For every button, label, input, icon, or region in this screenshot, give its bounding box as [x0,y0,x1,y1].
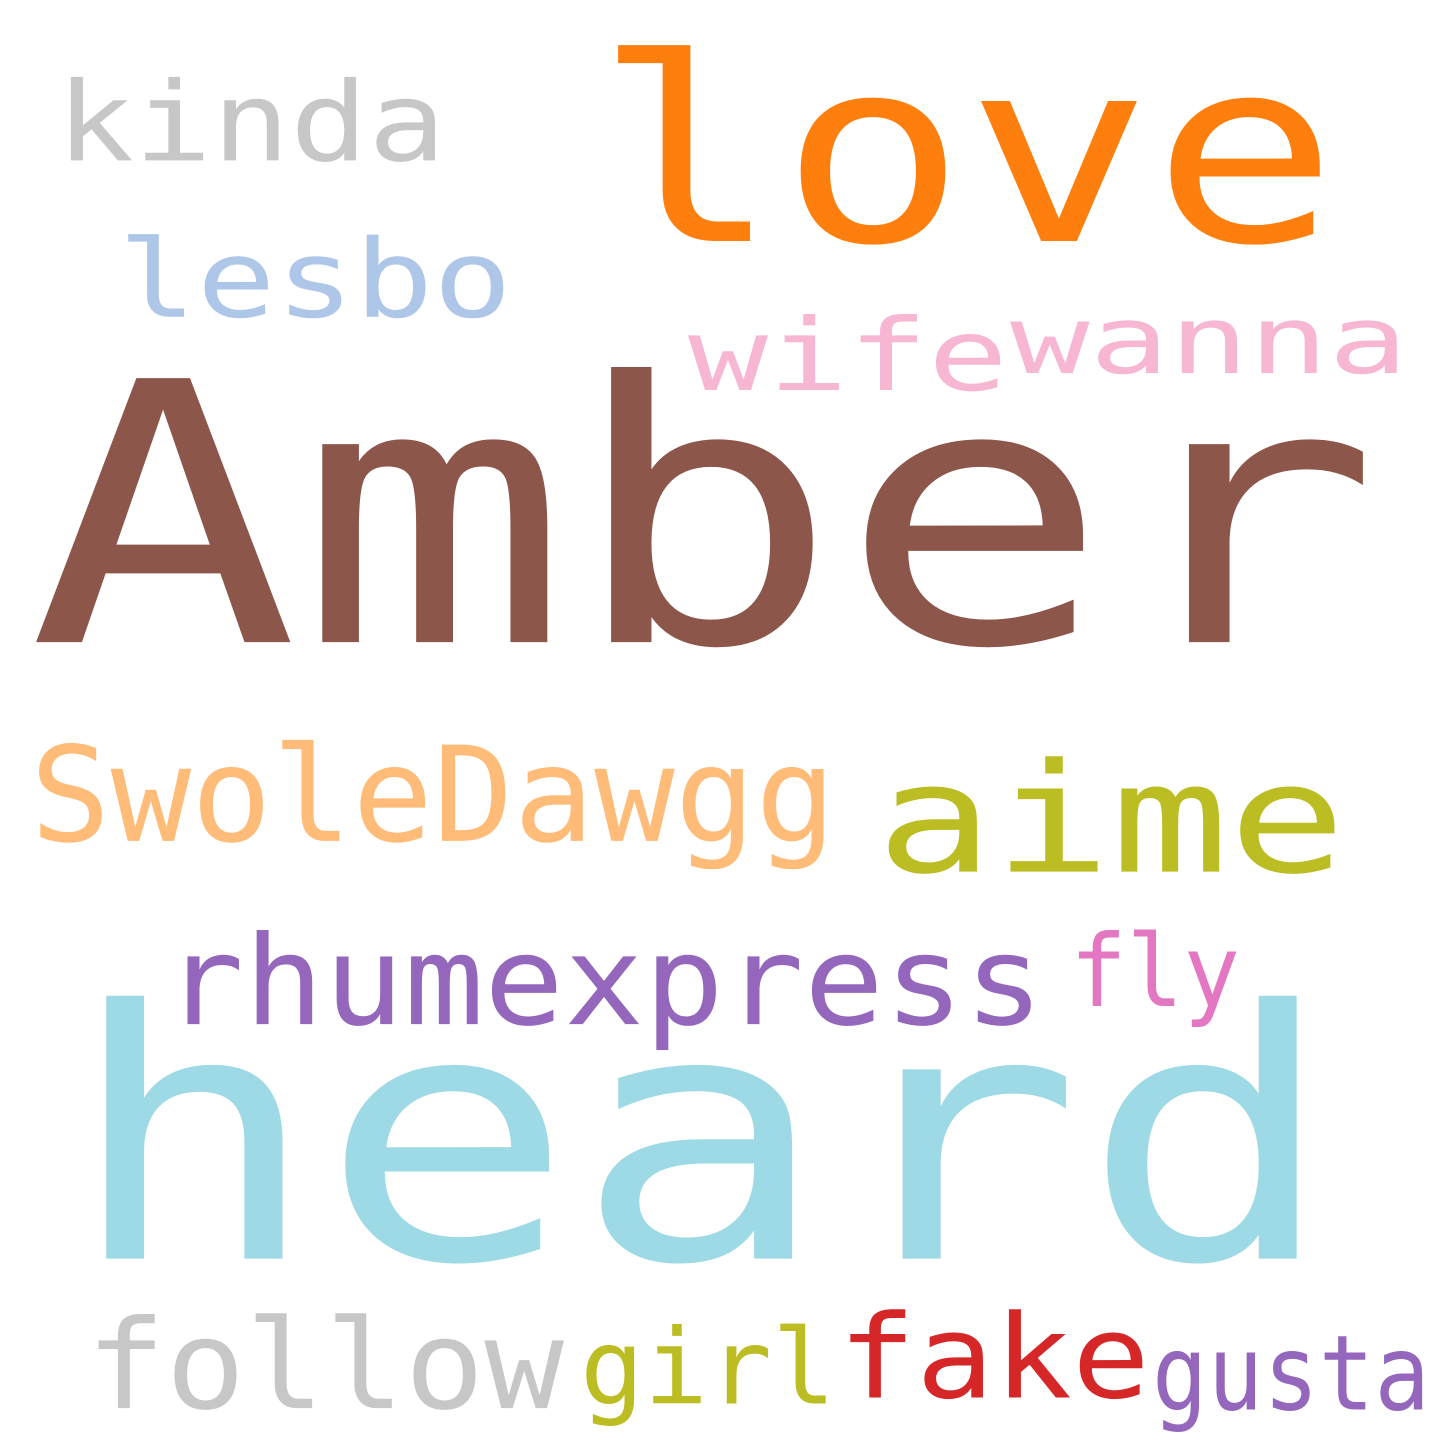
word-lesbo: lesbo [118,216,512,343]
word-heard: heard [66,936,1336,1342]
word-wife: wife [688,297,1008,414]
word-amber: Amber [28,305,1380,729]
word-kinda: kinda [56,58,446,187]
word-girl: girl [580,1306,836,1429]
word-aime: aime [876,730,1346,909]
word-follow: follow [86,1292,564,1438]
word-wanna: wanna [1010,285,1408,396]
word-fake: fake [838,1289,1150,1426]
word-rhumexpress: rhumexpress [164,908,1044,1054]
word-love: love [594,2,1338,303]
word-fly: fly [1070,913,1240,1030]
word-swoledawgg: SwoleDawgg [30,718,836,873]
word-gusta: gusta [1152,1312,1430,1435]
